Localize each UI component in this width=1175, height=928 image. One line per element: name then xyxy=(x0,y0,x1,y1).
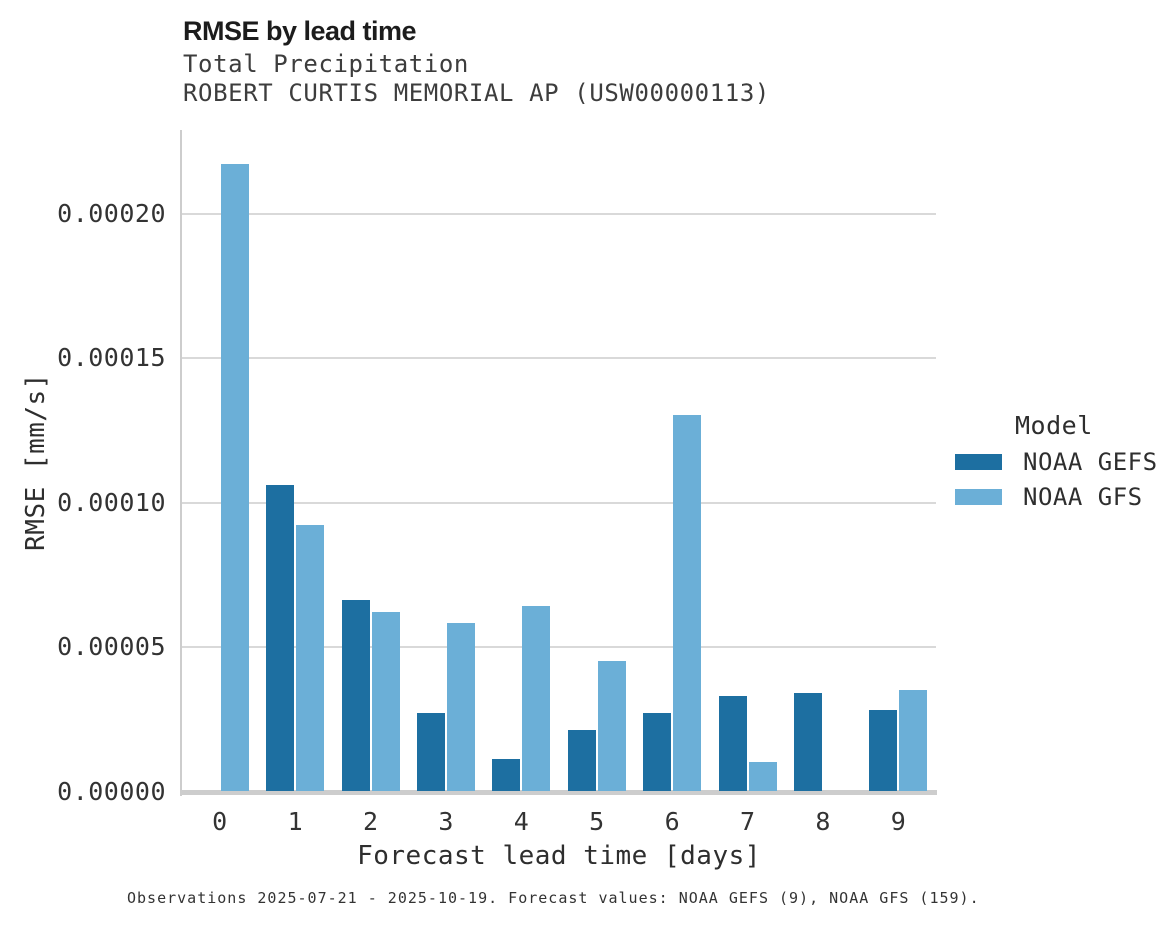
x-axis-label: Forecast lead time [days] xyxy=(357,841,761,871)
y-tick-0.00015: 0.00015 xyxy=(57,343,166,373)
bar-noaa-gefs-lead-4 xyxy=(492,759,521,791)
bar-noaa-gefs-lead-7 xyxy=(718,696,747,791)
bar-noaa-gefs-lead-2 xyxy=(341,600,370,791)
bar-noaa-gfs-lead-2 xyxy=(371,612,400,791)
bar-noaa-gfs-lead-0 xyxy=(220,164,249,791)
y-axis-spine xyxy=(180,130,182,796)
gridline-0.00010 xyxy=(182,501,936,504)
legend: Model NOAA GEFS NOAA GFS xyxy=(955,412,1158,511)
footnote: Observations 2025-07-21 - 2025-10-19. Fo… xyxy=(127,889,980,907)
bar-noaa-gefs-lead-5 xyxy=(567,730,596,791)
y-tick-0.00005: 0.00005 xyxy=(57,632,166,662)
bar-noaa-gfs-lead-7 xyxy=(748,762,777,791)
bar-noaa-gefs-lead-1 xyxy=(266,485,295,791)
bar-noaa-gefs-lead-3 xyxy=(416,713,445,791)
legend-title: Model xyxy=(1015,411,1093,440)
gridline-0.00015 xyxy=(182,357,936,360)
bar-noaa-gfs-lead-1 xyxy=(296,525,325,791)
y-tick-0.00020: 0.00020 xyxy=(57,198,166,228)
x-tick-9: 9 xyxy=(890,807,906,836)
legend-label-noaa-gfs: NOAA GFS xyxy=(1023,483,1143,511)
bar-noaa-gfs-lead-3 xyxy=(446,623,475,791)
legend-label-noaa-gefs: NOAA GEFS xyxy=(1023,448,1158,476)
legend-swatch-noaa-gfs xyxy=(955,489,1002,505)
x-tick-2: 2 xyxy=(362,807,379,836)
x-tick-3: 3 xyxy=(438,807,454,836)
gridline-0.00005 xyxy=(182,646,936,649)
chart-subtitle: Total Precipitation xyxy=(183,50,469,78)
x-tick-7: 7 xyxy=(739,807,756,836)
bar-noaa-gefs-lead-8 xyxy=(793,693,822,791)
x-tick-5: 5 xyxy=(589,807,605,836)
legend-entries: NOAA GEFS NOAA GFS xyxy=(955,448,1158,511)
x-tick-6: 6 xyxy=(664,807,680,836)
x-tick-0: 0 xyxy=(212,807,228,836)
x-tick-1: 1 xyxy=(287,807,303,836)
bar-noaa-gfs-lead-5 xyxy=(597,661,626,791)
y-tick-labels: 0.00000 0.00005 0.00010 0.00015 0.00020 xyxy=(50,130,166,805)
legend-entry-noaa-gefs: NOAA GEFS xyxy=(955,448,1158,476)
gridline-0.00020 xyxy=(182,212,936,215)
y-tick-0.00010: 0.00010 xyxy=(57,487,166,517)
y-tick-0.00000: 0.00000 xyxy=(57,777,166,806)
legend-swatch-noaa-gefs xyxy=(955,454,1002,470)
x-tick-labels: 0 1 2 3 4 5 6 7 8 9 xyxy=(182,807,936,839)
chart-station-line: ROBERT CURTIS MEMORIAL AP (USW00000113) xyxy=(183,79,770,107)
x-tick-4: 4 xyxy=(513,807,529,836)
bar-noaa-gefs-lead-9 xyxy=(869,710,898,791)
bar-noaa-gfs-lead-9 xyxy=(899,690,928,791)
legend-entry-noaa-gfs: NOAA GFS xyxy=(955,483,1158,511)
x-axis-line xyxy=(180,790,937,795)
y-axis-label: RMSE [mm/s] xyxy=(21,373,51,551)
bar-noaa-gefs-lead-6 xyxy=(643,713,672,791)
x-tick-8: 8 xyxy=(815,807,831,836)
bar-noaa-gfs-lead-4 xyxy=(522,606,551,791)
chart-title: RMSE by lead time xyxy=(183,16,417,46)
plot-area xyxy=(180,130,937,796)
bar-noaa-gfs-lead-6 xyxy=(673,415,702,791)
